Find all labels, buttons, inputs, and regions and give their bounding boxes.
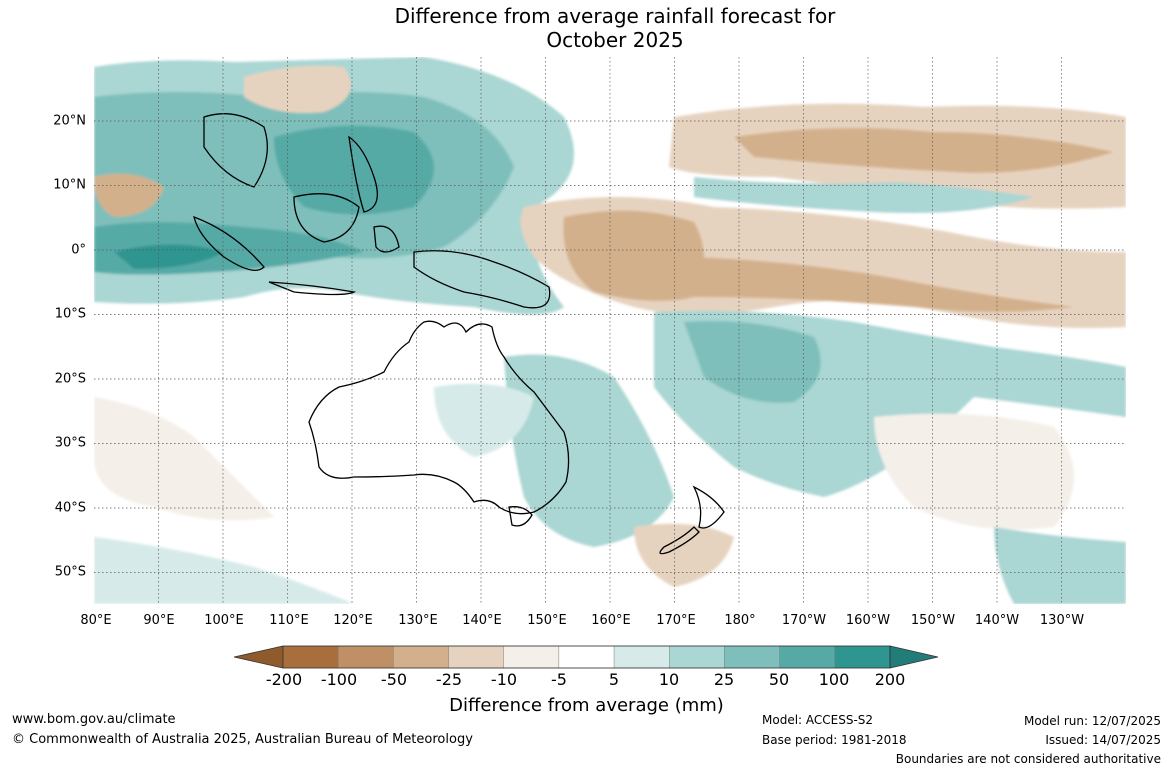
- lat-label: 20°S: [54, 371, 86, 387]
- lat-label: 20°N: [53, 113, 86, 129]
- colorbar-tick-label: -25: [435, 670, 463, 689]
- borneo-coastline: [293, 193, 360, 243]
- colorbar-tick-label: 100: [818, 670, 850, 689]
- map-title-line-2: October 2025: [546, 28, 684, 52]
- lon-label: 100°E: [204, 613, 244, 628]
- map-title: Difference from average rainfall forecas…: [0, 4, 1173, 52]
- lat-label: 30°S: [54, 435, 86, 451]
- colorbar-tick-label: -50: [380, 670, 408, 689]
- wet-region-peak: [114, 244, 224, 269]
- java-coastline: [268, 281, 357, 296]
- sumatra-coastline: [193, 215, 265, 271]
- tasmania-coastline: [508, 506, 533, 527]
- colorbar-cell: [282, 645, 339, 669]
- boundaries-disclaimer: Boundaries are not considered authoritat…: [895, 752, 1161, 766]
- lat-label: 0°: [71, 242, 86, 258]
- lon-label: 180°: [724, 613, 756, 628]
- colorbar-cell: [779, 645, 836, 669]
- website-link[interactable]: www.bom.gov.au/climate: [12, 712, 176, 727]
- colorbar-tick-label: 25: [713, 670, 735, 689]
- wet-region-southern-ocean-east: [994, 527, 1126, 604]
- colorbar-extend-low: [233, 645, 284, 669]
- issued-date: Issued: 14/07/2025: [1045, 733, 1161, 747]
- lon-label: 170°W: [781, 613, 827, 628]
- colorbar-cell: [337, 645, 394, 669]
- colorbar-tick-label: 10: [658, 670, 680, 689]
- colorbar-cell: [724, 645, 780, 669]
- lon-label: 110°E: [269, 613, 309, 628]
- lat-label: 10°S: [54, 306, 86, 322]
- colorbar-cell: [613, 645, 670, 669]
- colorbar-tick-label: 200: [874, 670, 906, 689]
- lon-label: 170°E: [656, 613, 696, 628]
- dry-region-tropical-pacific-inner: [563, 210, 704, 301]
- colorbar-extend-high: [889, 645, 939, 669]
- new-guinea-coastline: [413, 250, 551, 309]
- colorbar-cell: [503, 645, 560, 669]
- map-title-line-1: Difference from average rainfall forecas…: [394, 4, 836, 28]
- model-name: Model: ACCESS-S2: [762, 713, 874, 727]
- lon-label: 140°W: [974, 613, 1020, 628]
- nz-south-island: [659, 526, 700, 555]
- colorbar-tick-label: 5: [608, 670, 620, 689]
- lon-label: 130°E: [398, 613, 438, 628]
- dry-region-tropical-pacific-inner-2: [694, 257, 1074, 312]
- lat-label: 50°S: [54, 564, 86, 580]
- lon-label: 150°E: [527, 613, 567, 628]
- lon-label: 160°E: [591, 613, 631, 628]
- lat-label: 40°S: [54, 500, 86, 516]
- rainfall-anomaly-map: [94, 57, 1126, 604]
- lon-label: 120°E: [333, 613, 373, 628]
- copyright-text: © Commonwealth of Australia 2025, Austra…: [12, 732, 473, 747]
- wet-region-australia-east: [434, 383, 534, 457]
- lat-label: 10°N: [53, 177, 86, 193]
- colorbar-tick-label: 50: [768, 670, 790, 689]
- colorbar-cells: [282, 645, 891, 669]
- wet-region-tasman: [504, 354, 674, 547]
- map-canvas: [94, 57, 1126, 604]
- weak-dry-south-pacific: [874, 413, 1074, 530]
- philippines-coastline: [348, 135, 378, 213]
- colorbar-cell: [558, 645, 615, 669]
- colorbar-tick-label: -200: [265, 670, 303, 689]
- colorbar-cell: [834, 645, 891, 669]
- colorbar-title: Difference from average (mm): [449, 695, 724, 716]
- colorbar-cell: [448, 645, 504, 669]
- australia-coastline: [308, 320, 570, 515]
- lon-label: 130°W: [1039, 613, 1085, 628]
- lon-label: 80°E: [80, 613, 112, 628]
- colorbar-cell: [393, 645, 449, 669]
- colorbar: [233, 645, 939, 669]
- dry-region-nz-south: [634, 523, 734, 587]
- wet-region-south-pacific-inner: [684, 321, 821, 403]
- colorbar-tick-label: -10: [490, 670, 518, 689]
- lon-label: 160°W: [845, 613, 891, 628]
- lon-label: 140°E: [462, 613, 502, 628]
- lon-label: 90°E: [143, 613, 175, 628]
- model-run-date: Model run: 12/07/2025: [1023, 714, 1161, 728]
- wet-region-southern-ocean: [94, 537, 354, 604]
- dry-region-east-asia: [244, 65, 351, 113]
- graticule: [94, 57, 1126, 604]
- colorbar-cell: [669, 645, 725, 669]
- colorbar-tick-label: -5: [551, 670, 567, 689]
- dry-region-bay-bengal: [94, 173, 164, 217]
- lon-label: 150°W: [910, 613, 956, 628]
- coastlines: [193, 113, 725, 555]
- wet-band-north-pacific: [694, 177, 1034, 213]
- colorbar-tick-label: -100: [320, 670, 358, 689]
- base-period: Base period: 1981-2018: [762, 733, 907, 747]
- weak-dry-indian-ocean: [94, 397, 274, 521]
- dry-region-north-pacific-inner: [734, 128, 1114, 173]
- nz-north-island: [692, 485, 725, 529]
- indochina-coastline: [203, 113, 268, 188]
